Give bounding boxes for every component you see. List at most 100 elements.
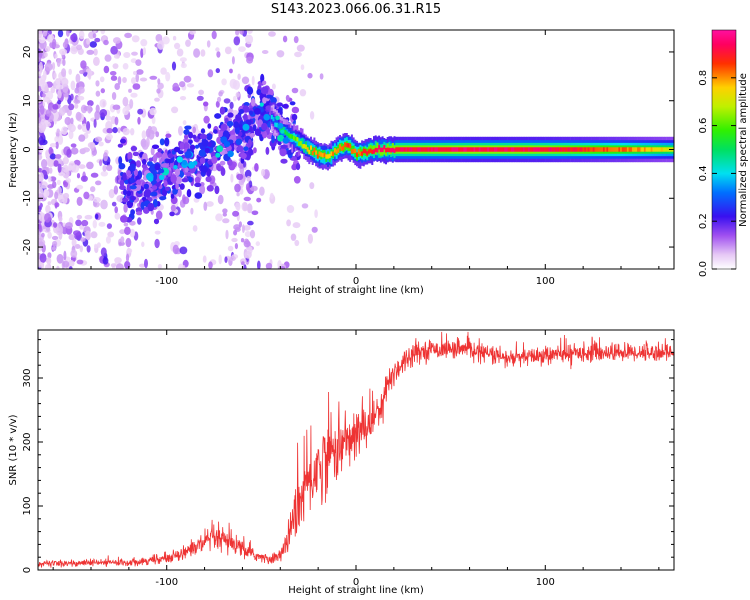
heatmap-noise-cell — [38, 154, 43, 161]
heatmap-noise-cell — [40, 118, 46, 125]
heatmap-noise-cell — [223, 98, 231, 104]
heatmap-noise-cell — [55, 141, 59, 150]
heatmap-ridge-cell — [316, 154, 319, 159]
heatmap-noise-cell — [114, 212, 121, 220]
heatmap-ridge-cell — [359, 151, 362, 156]
heatmap-ridge-cell — [449, 147, 452, 152]
heatmap-noise-cell — [115, 263, 124, 269]
heatmap-noise-cell — [90, 231, 98, 239]
heatmap-noise-cell — [38, 241, 44, 246]
heatmap-noise-cell — [261, 168, 266, 177]
heatmap-noise-cell — [102, 257, 109, 265]
heatmap-ridge-cell — [589, 147, 592, 152]
heatmap-noise-cell — [243, 161, 247, 168]
heatmap-noise-cell — [157, 40, 165, 50]
heatmap-noise-cell — [43, 189, 50, 198]
heatmap-noise-cell — [131, 77, 136, 85]
heatmap-noise-cell — [233, 229, 238, 236]
heatmap-noise-cell — [78, 30, 85, 40]
heatmap-ridge-cloud-cell — [184, 134, 189, 140]
heatmap-noise-cell — [314, 209, 318, 219]
heatmap-ridge-cell — [512, 147, 515, 152]
heatmap-noise-cell — [141, 130, 147, 140]
heatmap-ridge-cell — [436, 147, 439, 152]
heatmap-noise-cell — [232, 95, 237, 102]
heatmap-ridge-cloud-cell — [129, 185, 137, 190]
heatmap-noise-cell — [224, 46, 232, 55]
heatmap-noise-cell — [100, 88, 106, 94]
heatmap-noise-cell — [183, 75, 192, 83]
heatmap-noise-cell — [111, 201, 117, 207]
heatmap-noise-cell — [75, 219, 82, 227]
heatmap-ridge-cell — [517, 147, 520, 152]
heatmap-ridge-cell — [461, 147, 464, 152]
heatmap-noise-cell — [52, 38, 57, 48]
heatmap-noise-cell — [282, 35, 288, 43]
heatmap-noise-cell — [268, 31, 276, 37]
heatmap-ridge-cell — [650, 147, 653, 152]
heatmap-ridge-cloud-cell — [254, 128, 261, 136]
heatmap-ridge-cell — [645, 147, 648, 152]
heatmap-noise-cell — [51, 235, 59, 241]
heatmap-ridge-cell — [543, 147, 546, 152]
heatmap-ridge-cell — [296, 137, 299, 147]
heatmap-ridge-cell — [538, 147, 541, 152]
heatmap-noise-cell — [222, 208, 228, 214]
heatmap-ridge-cell — [386, 147, 389, 152]
heatmap-ridge-cloud-cell — [127, 151, 133, 161]
heatmap-ridge-cell — [400, 147, 403, 152]
heatmap-ridge-cell — [618, 147, 621, 152]
heatmap-noise-cell — [247, 220, 254, 226]
heatmap-ridge-cell — [567, 147, 570, 152]
heatmap-noise-cell — [57, 186, 62, 195]
heatmap-noise-cell — [269, 192, 274, 199]
heatmap-noise-cell — [92, 219, 98, 229]
heatmap-noise-cell — [87, 100, 94, 107]
heatmap-ridge-cell — [608, 147, 611, 152]
heatmap-ridge-cell — [621, 147, 624, 152]
heatmap-ridge-cell — [321, 153, 324, 158]
heatmap-noise-cell — [236, 192, 240, 197]
heatmap-noise-cell — [139, 263, 146, 268]
heatmap-ridge-cell — [303, 144, 306, 153]
heatmap-peak-cell — [143, 183, 149, 189]
heatmap-peak-cell — [259, 102, 264, 107]
heatmap-noise-cell — [56, 179, 61, 186]
heatmap-cells — [38, 30, 674, 269]
heatmap-noise-cell — [119, 229, 126, 235]
heatmap-ridge-cloud-cell — [279, 147, 287, 157]
heatmap-ridge-cell — [374, 147, 377, 153]
heatmap-ridge-cell — [541, 147, 544, 152]
heatmap-ridge-cell — [385, 148, 387, 153]
heatmap-ridge-cell — [626, 147, 629, 152]
heatmap-noise-cell — [78, 164, 86, 170]
heatmap-ridge-cell — [446, 147, 449, 152]
heatmap-ridge-cloud-cell — [133, 168, 138, 177]
spectrogram-x-tick-label: 0 — [353, 276, 359, 287]
heatmap-ridge-cell — [282, 126, 285, 132]
heatmap-ridge-cloud-cell — [118, 156, 123, 165]
heatmap-ridge-cell — [499, 147, 502, 152]
heatmap-noise-cell — [110, 45, 118, 55]
colorbar-label: Normalized spectral amplitude — [738, 73, 749, 227]
heatmap-ridge-cloud-cell — [118, 163, 126, 170]
heatmap-noise-cell — [68, 103, 75, 111]
heatmap-noise-cell — [122, 106, 129, 116]
heatmap-noise-cell — [79, 69, 85, 75]
heatmap-ridge-cloud-cell — [277, 141, 282, 146]
heatmap-noise-cell — [66, 30, 70, 37]
heatmap-ridge-cloud-cell — [141, 158, 147, 165]
heatmap-noise-cell — [98, 221, 106, 227]
heatmap-ridge-cloud-cell — [169, 211, 175, 217]
heatmap-noise-cell — [137, 108, 144, 115]
heatmap-ridge-cloud-cell — [174, 168, 181, 177]
heatmap-ridge-cloud-cell — [199, 133, 208, 140]
heatmap-noise-cell — [90, 186, 96, 193]
heatmap-ridge-cell — [405, 147, 408, 152]
heatmap-ridge-cloud-cell — [280, 144, 288, 149]
heatmap-peak-cell — [159, 174, 165, 181]
heatmap-ridge-cell — [437, 147, 440, 152]
heatmap-ridge-cell — [643, 147, 646, 152]
heatmap-ridge-cloud-cell — [287, 149, 293, 156]
heatmap-noise-cell — [238, 46, 246, 52]
